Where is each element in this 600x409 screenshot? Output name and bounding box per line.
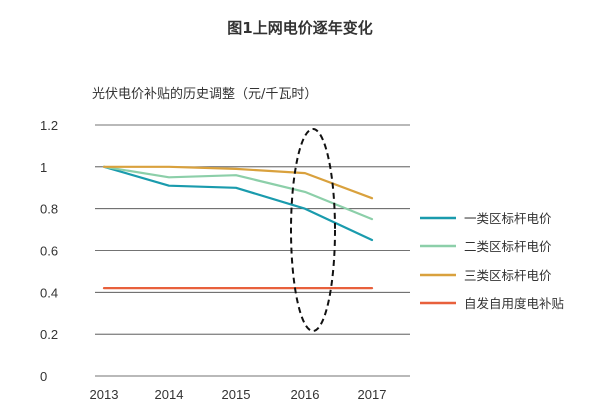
y-tick-label: 0.6 <box>40 244 58 259</box>
highlight-ellipse <box>290 128 336 332</box>
y-tick-label: 1.2 <box>40 118 58 133</box>
legend-label: 一类区标杆电价 <box>464 211 552 226</box>
x-tick-label: 2015 <box>222 387 251 402</box>
y-axis-ticks: 1.2 1 0.8 0.6 0.4 0.2 0 <box>40 118 58 384</box>
x-tick-label: 2016 <box>291 387 320 402</box>
chart-title: 光伏电价补贴的历史调整（元/千瓦时） <box>92 87 318 102</box>
x-tick-label: 2013 <box>90 387 119 402</box>
figure-title: 图1上网电价逐年变化 <box>227 19 373 37</box>
x-axis-ticks: 2013 2014 2015 2016 2017 <box>90 387 387 402</box>
x-tick-label: 2014 <box>155 387 184 402</box>
y-tick-label: 0.8 <box>40 202 58 217</box>
y-tick-label: 0 <box>40 369 47 384</box>
x-tick-label: 2017 <box>358 387 387 402</box>
series-line-2 <box>102 165 374 221</box>
y-tick-label: 1 <box>40 160 47 175</box>
legend-label: 三类区标杆电价 <box>464 268 552 283</box>
series-line-3 <box>102 165 374 200</box>
y-tick-label: 0.2 <box>40 327 58 342</box>
annotation-group <box>290 128 336 332</box>
series-line-1 <box>102 165 374 242</box>
legend-label: 自发自用度电补贴 <box>464 296 564 311</box>
y-tick-label: 0.4 <box>40 285 58 300</box>
legend-label: 二类区标杆电价 <box>464 239 552 254</box>
series-lines <box>102 165 374 290</box>
grid-lines <box>95 124 410 377</box>
